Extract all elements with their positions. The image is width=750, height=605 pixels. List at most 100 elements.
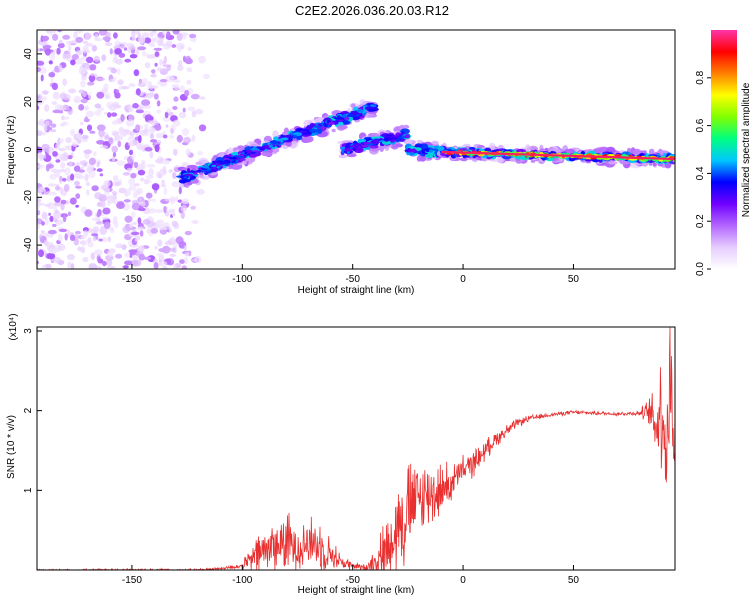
spectrogram-blob <box>80 55 88 62</box>
y-tick-label: 2 <box>23 407 34 413</box>
spectrogram-blob <box>80 166 85 170</box>
x-tick-label: 50 <box>568 575 580 586</box>
spectrogram-blob <box>346 153 357 158</box>
spectrogram-blob <box>217 160 226 163</box>
spectrogram-blob <box>49 52 56 61</box>
spectrogram-blob <box>289 136 294 139</box>
spectrogram-blob <box>69 234 76 241</box>
spectrogram-blob <box>228 156 237 160</box>
spectrogram-blob <box>39 153 44 162</box>
spectrogram-blob <box>137 32 141 38</box>
spectrogram-blob <box>344 148 352 152</box>
spectrogram-blob <box>47 202 55 210</box>
spectrogram-blob <box>75 36 84 43</box>
spectrogram-blob <box>88 263 97 269</box>
spectrogram-blob <box>130 132 135 137</box>
spectrogram-blob <box>151 69 156 74</box>
spectrogram-blob <box>66 253 76 261</box>
spectrogram-blob <box>39 96 48 101</box>
spectrogram-blob <box>59 176 63 184</box>
spectrogram-blob <box>157 140 162 145</box>
spectrogram-blob <box>173 263 177 269</box>
spectrogram-blob <box>157 39 164 44</box>
spectrogram-blob <box>99 145 109 149</box>
spectrogram-blob <box>166 108 172 114</box>
spectrogram-blob <box>56 47 61 55</box>
spectrogram-blob <box>77 132 82 141</box>
spectrogram-blob <box>128 249 138 254</box>
spectrogram-blob <box>149 43 156 48</box>
y-tick-label: 3 <box>23 328 34 334</box>
snr-x-label: Height of straight line (km) <box>298 585 415 596</box>
spectrogram-blob <box>150 120 159 126</box>
spectrogram-blob <box>648 148 655 155</box>
spectrogram-blob <box>109 78 115 83</box>
spectrogram-blob <box>58 234 63 242</box>
spectrogram-blob <box>395 143 403 148</box>
spectrogram-marks <box>37 30 675 269</box>
y-tick-label: -20 <box>23 190 34 205</box>
spectrogram-blob <box>67 261 72 269</box>
spectrogram-blob <box>87 241 94 248</box>
spectrogram-blob <box>67 108 73 115</box>
spectrogram-blob <box>85 181 91 187</box>
spectrogram-blob <box>156 100 161 107</box>
spectrogram-blob <box>64 233 68 241</box>
spectrogram-blob <box>62 214 67 223</box>
spectrogram-blob <box>116 160 126 166</box>
spectrogram-blob <box>150 228 158 234</box>
spectrogram-blob <box>130 172 137 179</box>
spectrogram-blob <box>141 99 151 107</box>
x-tick-label: -150 <box>122 274 142 285</box>
spectrogram-blob <box>48 247 57 254</box>
spectrogram-blob <box>180 211 185 219</box>
spectrogram-blob <box>333 117 343 120</box>
spectrogram-blob <box>51 101 58 105</box>
spectrogram-blob <box>135 141 143 149</box>
spectrogram-blob <box>142 77 148 85</box>
snr-y-ticks: 1 2 3 <box>23 328 42 493</box>
spectrogram-blob <box>149 151 154 159</box>
spectrogram-blob <box>186 79 192 85</box>
spectrogram-blob <box>347 115 353 122</box>
spectrogram-blob <box>111 191 118 195</box>
spectrogram-blob <box>37 47 41 51</box>
spectrogram-blob <box>62 151 69 160</box>
spectrogram-blob <box>104 94 111 100</box>
spectrogram-blob <box>186 67 193 73</box>
spectrogram-blob <box>204 163 208 167</box>
spectrogram-blob <box>85 43 94 47</box>
spectrogram-blob <box>114 48 122 55</box>
spectrogram-blob <box>236 155 244 159</box>
spectrogram-blob <box>52 151 58 157</box>
spectrogram-blob <box>62 78 67 87</box>
spectrogram-blob <box>75 193 81 199</box>
spectrogram-blob <box>102 260 107 267</box>
colorbar-tick-label: 0.4 <box>695 166 706 180</box>
spectrogram-blob <box>80 80 86 88</box>
spectrogram-blob <box>132 103 139 109</box>
spectrogram-blob <box>92 235 96 242</box>
spectrogram-blob <box>52 223 57 228</box>
spectrogram-blob <box>75 60 85 65</box>
spectrogram-blob <box>158 260 168 267</box>
spectrogram-blob <box>53 201 62 207</box>
spectrogram-blob <box>135 109 144 114</box>
spectrogram-blob <box>107 200 111 206</box>
spectrogram-blob <box>143 123 149 129</box>
spectrogram-blob <box>169 253 176 258</box>
spectrogram-blob <box>195 108 204 115</box>
spectrogram-blob <box>182 55 186 63</box>
spectrogram-blob <box>90 72 95 77</box>
spectrogram-blob <box>268 144 273 148</box>
spectrogram-blob <box>84 116 89 122</box>
spectrogram-blob <box>178 186 182 195</box>
spectrogram-blob <box>96 168 103 172</box>
spectrogram-blob <box>172 247 177 253</box>
spectrogram-blob <box>127 104 132 109</box>
spectrogram-blob <box>106 265 116 269</box>
spectrogram-blob <box>122 265 129 269</box>
spectrogram-blob <box>211 164 217 168</box>
spectrogram-blob <box>177 65 184 71</box>
